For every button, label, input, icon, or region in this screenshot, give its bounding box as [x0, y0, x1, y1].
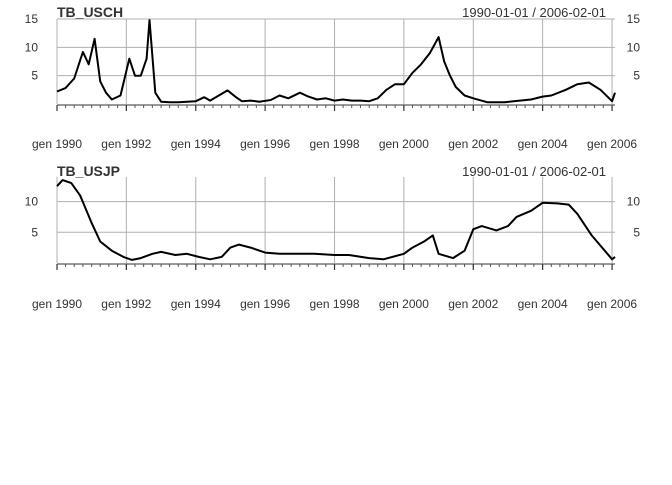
- y-tick-label-right: 10: [627, 195, 641, 209]
- x-tick-label: gen 1992: [101, 137, 151, 151]
- chart-title: TB_USCH: [57, 4, 123, 20]
- y-tick-label-right: 15: [627, 12, 641, 26]
- date-range-label: 1990-01-01 / 2006-02-01: [462, 5, 606, 20]
- y-tick-label-left: 5: [31, 225, 38, 239]
- x-tick-label: gen 2000: [379, 137, 429, 151]
- x-tick-label: gen 2000: [379, 297, 429, 311]
- series-line: [56, 19, 616, 104]
- y-tick-label-right: 5: [633, 69, 640, 83]
- x-tick-label: gen 1996: [240, 297, 290, 311]
- chart-panel-tb-usjp: gen 1990 gen 1992 gen 1994 gen 1996 gen 1998…: [25, 163, 641, 311]
- x-tick-label: gen 1998: [309, 137, 359, 151]
- x-tick-label: gen 1994: [171, 297, 221, 311]
- x-tick-label: gen 1996: [240, 137, 290, 151]
- y-tick-label-left: 5: [31, 69, 38, 83]
- chart-panel-tb-usch: gen 1990 gen 1992 gen 1994 gen 1996 gen 1998…: [25, 4, 641, 151]
- y-tick-label-left: 10: [25, 40, 39, 54]
- x-tick-label: gen 2006: [587, 137, 637, 151]
- chart-title: TB_USJP: [57, 163, 120, 179]
- y-tick-label-right: 5: [633, 225, 640, 239]
- x-tick-label: gen 1992: [101, 297, 151, 311]
- x-tick-label: gen 2002: [448, 297, 498, 311]
- x-tick-label: gen 2006: [587, 297, 637, 311]
- y-tick-label-left: 10: [25, 195, 39, 209]
- y-tick-label-left: 15: [25, 12, 39, 26]
- date-range-label: 1990-01-01 / 2006-02-01: [462, 164, 606, 179]
- y-tick-label-right: 10: [627, 40, 641, 54]
- x-tick-label: gen 2004: [518, 297, 568, 311]
- series-line: [56, 179, 616, 261]
- x-tick-label: gen 2004: [518, 137, 568, 151]
- x-tick-label: gen 2002: [448, 137, 498, 151]
- x-tick-label: gen 1990: [32, 297, 82, 311]
- x-tick-label: gen 1998: [309, 297, 359, 311]
- x-tick-label: gen 1994: [171, 137, 221, 151]
- x-tick-label: gen 1990: [32, 137, 82, 151]
